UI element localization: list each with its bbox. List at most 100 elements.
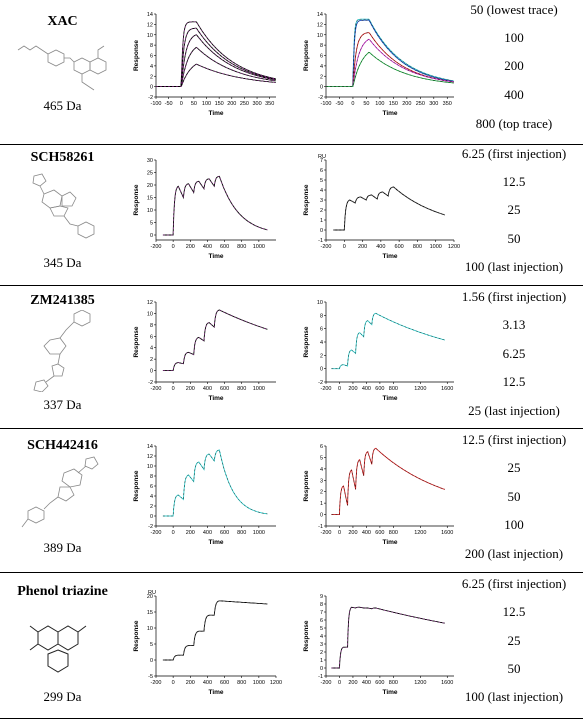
- molecular-mass: 345 Da: [43, 255, 82, 270]
- y-tick-label: 12: [147, 300, 153, 306]
- y-tick-label: 0: [320, 367, 323, 373]
- y-tick-label: 6: [150, 334, 153, 340]
- x-tick-label: 1000: [253, 680, 265, 686]
- y-tick-label: 2: [320, 353, 323, 359]
- x-tick-label: 0: [172, 244, 175, 250]
- concentration-label: 50: [507, 231, 521, 246]
- y-tick-label: 8: [150, 474, 153, 480]
- x-tick-label: 400: [203, 530, 212, 536]
- x-axis-label: Time: [382, 395, 397, 402]
- y-tick-label: 0: [150, 369, 153, 375]
- y-tick-label: 6: [320, 54, 323, 60]
- x-tick-label: 600: [375, 386, 384, 392]
- y-tick-label: 4: [150, 494, 153, 500]
- y-tick-label: -1: [318, 674, 323, 680]
- fit-curve: [156, 34, 276, 87]
- y-tick-label: 4: [320, 467, 323, 473]
- y-tick-label: 1: [320, 658, 323, 664]
- y-axis-label: Response: [133, 620, 140, 651]
- y-tick-label: 12: [147, 454, 153, 460]
- x-tick-label: -200: [320, 530, 331, 536]
- y-tick-label: 4: [320, 340, 323, 346]
- x-tick-label: 1000: [253, 386, 265, 392]
- y-tick-label: -2: [318, 95, 323, 101]
- x-tick-label: 800: [389, 530, 398, 536]
- data-series-line: [156, 34, 276, 88]
- y-axis-label: Response: [133, 470, 140, 501]
- fit-curve: [156, 47, 276, 87]
- y-axis-label: Response: [133, 40, 140, 71]
- row-sch442416: [0, 428, 583, 573]
- concentration-label: 12.5: [502, 374, 526, 389]
- compound-name: ZM241385: [30, 293, 95, 308]
- fit-curve: [331, 448, 445, 515]
- y-tick-label: 7: [320, 610, 323, 616]
- y-tick-label: 10: [147, 626, 153, 632]
- data-series-line: [156, 21, 276, 88]
- data-series-line: [326, 51, 454, 88]
- x-tick-label: 300: [429, 101, 438, 107]
- x-tick-label: 200: [348, 530, 357, 536]
- y-tick-label: 30: [147, 158, 153, 164]
- concentration-label: 50 (lowest trace): [470, 2, 558, 17]
- y-tick-label: 0: [150, 85, 153, 91]
- x-tick-label: 400: [362, 386, 371, 392]
- sensorgram-zm241385-left: -200 0 200 400 600 800 1000 -2 0 2 4 6 8 10 12 Time Resp…: [133, 300, 276, 402]
- concentration-label: 100: [504, 517, 524, 532]
- fit-curve: [326, 52, 454, 87]
- data-series-line: [326, 18, 454, 88]
- y-tick-label: 8: [320, 43, 323, 49]
- y-tick-label: 2: [320, 490, 323, 496]
- molecular-mass: 337 Da: [43, 397, 82, 412]
- y-tick-label: -1: [318, 238, 323, 244]
- y-tick-label: 2: [320, 208, 323, 214]
- x-tick-label: 150: [215, 101, 224, 107]
- y-tick-label: 10: [147, 208, 153, 214]
- x-tick-label: 350: [443, 101, 452, 107]
- x-tick-label: 1600: [441, 680, 453, 686]
- fit-curve: [331, 606, 445, 669]
- concentration-label: 25: [507, 633, 521, 648]
- x-tick-label: 1200: [270, 680, 282, 686]
- y-tick-label: 2: [320, 74, 323, 80]
- sensorgram-xac-right: -100 -50 0 50 100 150 200 250 300 350 -2 0 2 4 6 8 10 12 1…: [303, 12, 454, 117]
- y-tick-label: 2: [150, 357, 153, 363]
- x-tick-label: 250: [240, 101, 249, 107]
- x-tick-label: 1600: [441, 386, 453, 392]
- x-axis-label: Time: [208, 253, 223, 260]
- x-tick-label: -200: [150, 530, 161, 536]
- y-axis-label: Response: [133, 326, 140, 357]
- x-tick-label: -200: [320, 386, 331, 392]
- x-tick-label: 200: [186, 386, 195, 392]
- concentration-label: 12.5: [502, 604, 526, 619]
- x-tick-label: 800: [237, 530, 246, 536]
- y-axis-label: Response: [303, 40, 310, 71]
- x-tick-label: 400: [376, 244, 385, 250]
- y-tick-label: 0: [150, 658, 153, 664]
- y-tick-label: 3: [320, 478, 323, 484]
- y-tick-label: 12: [317, 22, 323, 28]
- x-tick-label: 1200: [414, 680, 426, 686]
- chemical-structure: [21, 456, 99, 528]
- x-axis-label: Time: [208, 110, 223, 117]
- x-tick-label: 200: [348, 680, 357, 686]
- y-tick-label: 6: [320, 444, 323, 450]
- y-tick-label: 8: [320, 602, 323, 608]
- y-tick-label: 10: [147, 33, 153, 39]
- x-tick-label: -100: [150, 101, 161, 107]
- y-tick-label: 8: [150, 323, 153, 329]
- x-tick-label: 0: [172, 680, 175, 686]
- unit-label: RU: [318, 154, 326, 160]
- concentration-label: 50: [507, 661, 521, 676]
- x-axis-label: Time: [382, 110, 397, 117]
- y-axis-label: Response: [133, 184, 140, 215]
- x-tick-label: 100: [375, 101, 384, 107]
- x-tick-label: -50: [165, 101, 173, 107]
- y-tick-label: 0: [320, 85, 323, 91]
- fit-curve: [156, 63, 276, 87]
- x-tick-label: -200: [320, 244, 331, 250]
- x-tick-label: 800: [389, 386, 398, 392]
- x-tick-label: 800: [237, 386, 246, 392]
- x-tick-label: -100: [320, 101, 331, 107]
- y-tick-label: 14: [317, 12, 323, 18]
